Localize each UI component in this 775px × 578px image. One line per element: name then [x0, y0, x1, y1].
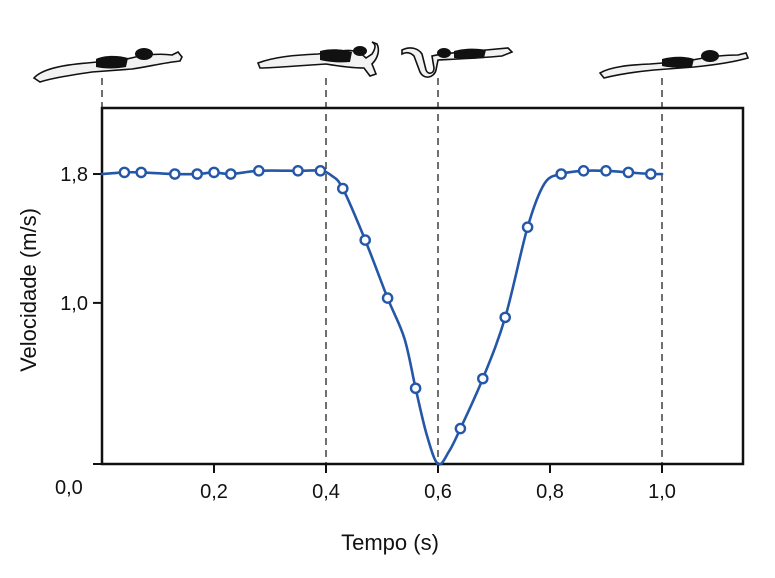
data-point [521, 221, 534, 233]
plot-frame [100, 106, 745, 466]
origin-label: 0,0 [55, 477, 83, 499]
y-axis: 1,8 1,0 [60, 164, 102, 465]
x-tick-label: 0,2 [200, 481, 228, 503]
data-point [622, 166, 635, 179]
data-point [409, 382, 422, 395]
velocity-curve [100, 169, 664, 466]
data-point [600, 164, 612, 177]
data-point [252, 164, 265, 177]
x-tick-label: 0,6 [424, 481, 452, 503]
data-point [314, 164, 327, 177]
y-tick-label: 1,0 [60, 293, 88, 315]
data-point [292, 164, 304, 177]
data-point [454, 422, 467, 435]
swimmer-glide-2-icon [598, 50, 750, 79]
x-tick-label: 0,4 [312, 481, 340, 503]
data-point [645, 168, 657, 180]
data-point [191, 168, 203, 180]
data-point [577, 164, 590, 177]
x-tick-label: 0,8 [536, 481, 564, 503]
swimmer-arms-recovery-icon [256, 41, 380, 77]
data-point [476, 372, 489, 385]
x-tick-label: 1,0 [648, 481, 676, 503]
swimmer-illustrations [32, 41, 750, 83]
data-point [168, 168, 181, 180]
y-tick-label: 1,8 [60, 164, 88, 186]
data-point [336, 182, 349, 195]
data-point [208, 166, 220, 179]
data-point [118, 166, 131, 179]
swimmer-kick-icon [401, 47, 514, 78]
vertical-guides [101, 78, 663, 464]
data-point [359, 234, 372, 246]
data-points [118, 164, 657, 435]
x-axis: 0,2 0,4 0,6 0,8 1,0 [200, 464, 676, 503]
swimmer-glide-1-icon [32, 48, 183, 83]
data-point [224, 168, 237, 180]
data-point [135, 166, 147, 179]
data-point [381, 292, 394, 304]
data-point [499, 311, 512, 324]
x-axis-title: Tempo (s) [341, 530, 439, 555]
data-point [555, 168, 568, 180]
y-axis-title: Velocidade (m/s) [16, 208, 41, 372]
